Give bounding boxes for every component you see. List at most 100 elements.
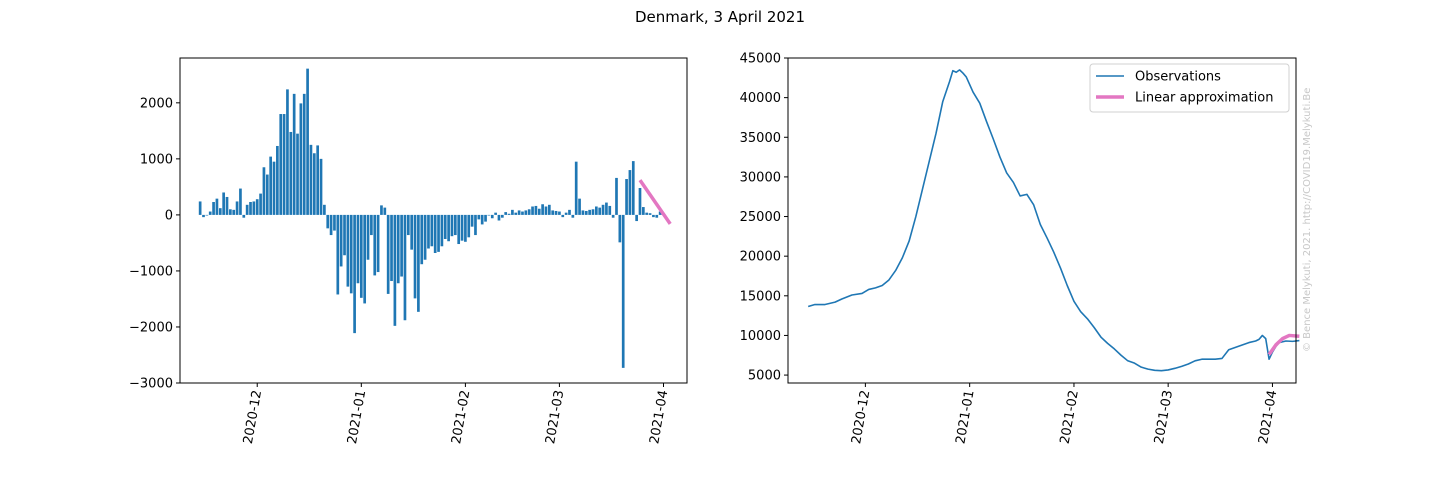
bar xyxy=(487,214,491,216)
bar xyxy=(339,214,343,267)
bar xyxy=(443,214,447,239)
bar xyxy=(269,156,272,215)
bar xyxy=(638,188,642,215)
bar xyxy=(437,214,440,252)
bar xyxy=(608,205,612,215)
bar xyxy=(299,103,303,215)
y-tick-label: 1000 xyxy=(140,152,173,167)
bar xyxy=(413,214,417,299)
bar xyxy=(655,214,659,218)
bar xyxy=(571,214,575,218)
y-tick-label: 0 xyxy=(165,208,173,223)
bar xyxy=(470,214,474,227)
bar xyxy=(225,196,229,215)
bar xyxy=(316,145,320,215)
bar xyxy=(205,214,209,216)
bar xyxy=(588,209,591,215)
x-tick-label: 2021-02 xyxy=(449,389,473,445)
legend-box xyxy=(1089,63,1290,113)
bar xyxy=(635,214,638,222)
bar xyxy=(202,214,205,218)
y-tick-label: 20000 xyxy=(740,250,781,265)
bar xyxy=(595,206,598,215)
bar xyxy=(645,212,649,215)
bar xyxy=(390,214,393,282)
bar xyxy=(329,214,333,236)
bar xyxy=(658,211,662,215)
bar xyxy=(376,214,380,273)
bar xyxy=(601,204,605,215)
bar xyxy=(363,214,367,304)
bar xyxy=(477,214,481,220)
bar xyxy=(420,214,424,265)
bar xyxy=(393,214,397,326)
bar xyxy=(584,210,588,215)
y-tick-label: 5000 xyxy=(748,369,781,384)
bar xyxy=(302,93,306,215)
bar xyxy=(222,192,225,215)
bar xyxy=(500,214,504,218)
bar xyxy=(343,214,346,256)
bar xyxy=(312,153,316,215)
bar xyxy=(279,114,283,215)
bar xyxy=(370,214,373,236)
bar xyxy=(296,133,299,215)
y-tick-label: 10000 xyxy=(740,329,781,344)
bar xyxy=(309,144,313,215)
x-tick-label: 2021-04 xyxy=(647,389,671,445)
x-tick-label: 2021-03 xyxy=(1152,389,1176,445)
linear-approximation-line xyxy=(1267,333,1300,356)
bar xyxy=(521,211,524,215)
bar xyxy=(511,209,514,215)
bar xyxy=(605,202,608,215)
bar xyxy=(215,198,219,215)
bar xyxy=(631,161,635,215)
axes-frame xyxy=(787,57,1297,384)
bar xyxy=(591,209,595,215)
bar xyxy=(648,213,652,215)
bar xyxy=(359,214,363,298)
bar xyxy=(537,208,541,215)
bar xyxy=(323,204,326,215)
bar xyxy=(541,204,544,215)
bar xyxy=(618,214,622,243)
y-tick-label: 25000 xyxy=(740,210,781,225)
bar xyxy=(406,214,410,236)
bar xyxy=(615,177,618,215)
bar xyxy=(386,214,390,294)
bar xyxy=(423,214,427,260)
bar xyxy=(504,212,508,215)
bar xyxy=(621,214,625,368)
bar xyxy=(440,214,444,247)
bar xyxy=(642,207,645,215)
bar xyxy=(574,161,578,215)
bar xyxy=(292,93,296,215)
bar xyxy=(457,214,461,245)
bar xyxy=(245,204,249,215)
axes-frame xyxy=(179,57,688,384)
bar xyxy=(319,158,323,215)
y-tick-label: −3000 xyxy=(129,377,173,392)
bar xyxy=(547,204,551,215)
bar xyxy=(232,209,236,215)
bar xyxy=(265,174,269,215)
bar xyxy=(474,214,477,236)
x-tick-label: 2021-02 xyxy=(1058,389,1082,445)
bar xyxy=(652,214,655,218)
bar xyxy=(568,209,571,215)
bar xyxy=(396,214,400,284)
bar xyxy=(531,206,534,215)
bar xyxy=(366,214,370,260)
bar xyxy=(272,161,276,215)
bar xyxy=(534,205,538,215)
bar xyxy=(356,214,360,284)
x-tick-label: 2021-04 xyxy=(1256,389,1280,445)
y-tick-label: −2000 xyxy=(129,320,173,335)
bar xyxy=(326,214,330,229)
bar xyxy=(417,214,420,312)
y-tick-label: −1000 xyxy=(129,264,173,279)
left-chart: 2020-12 2021-01 2021-02 2021-03 2021-04 −3000… xyxy=(129,57,688,445)
bar xyxy=(410,214,414,250)
bar xyxy=(490,214,494,219)
